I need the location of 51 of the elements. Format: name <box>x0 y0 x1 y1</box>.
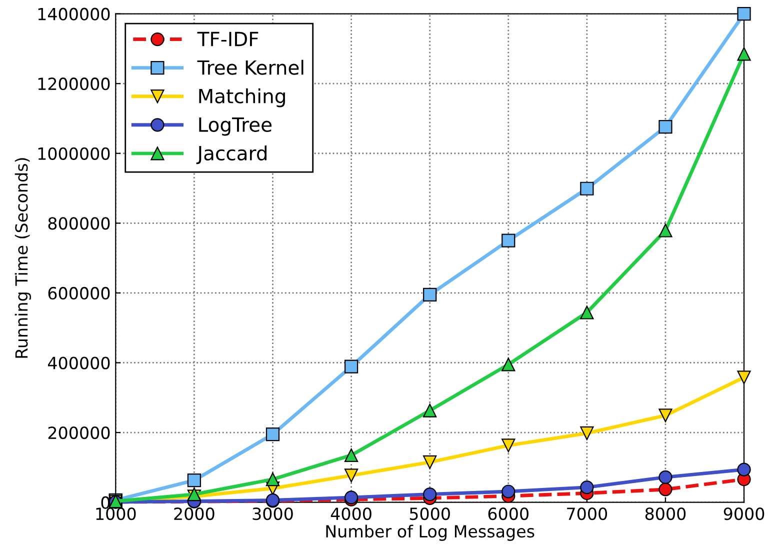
x-tick-label: 3000 <box>252 507 293 520</box>
point <box>344 448 358 462</box>
x-tick-label: 8000 <box>645 507 686 520</box>
x-tick-label: 7000 <box>567 507 608 520</box>
point <box>658 482 672 496</box>
legend-label: Jaccard <box>196 145 266 164</box>
y-tick-label: 400000 <box>48 356 110 370</box>
point <box>737 6 751 21</box>
point <box>658 470 672 484</box>
point <box>502 358 516 372</box>
legend-label: Tree Kernel <box>197 60 304 75</box>
legend-label: TF-IDF <box>197 32 258 46</box>
y-tick-label: 1000000 <box>38 147 110 160</box>
legend-label: LogTree <box>199 118 272 136</box>
y-tick-label: 200000 <box>48 426 110 440</box>
point <box>344 468 358 482</box>
point <box>737 462 751 476</box>
y-tick-label: 600000 <box>48 286 110 300</box>
x-tick-label: 6000 <box>488 507 528 520</box>
x-tick-label: 2000 <box>174 507 214 520</box>
point <box>266 472 280 486</box>
point <box>658 408 672 422</box>
point <box>266 427 280 442</box>
x-axis-title: Number of Log Messages <box>326 524 534 541</box>
y-tick-label: 1400000 <box>38 8 110 20</box>
point <box>580 182 594 196</box>
y-axis-title: Running Time (Seconds) <box>14 158 32 358</box>
point <box>187 487 201 502</box>
point <box>423 288 437 302</box>
x-tick-label: 4000 <box>330 507 372 520</box>
point <box>658 224 672 238</box>
point <box>580 426 594 440</box>
point <box>423 404 437 418</box>
y-tick-label: 800000 <box>48 217 110 230</box>
x-tick-label: 1000 <box>96 507 136 520</box>
point <box>344 360 358 374</box>
point <box>502 234 516 248</box>
legend-label: Matching <box>199 88 285 108</box>
point <box>580 480 594 494</box>
point <box>502 484 516 498</box>
point <box>580 306 594 320</box>
point <box>423 455 437 469</box>
x-tick-label: 5000 <box>410 507 450 520</box>
x-tick-label: 9000 <box>724 507 764 520</box>
point <box>423 487 437 502</box>
point <box>187 474 201 488</box>
point <box>737 370 751 384</box>
y-tick-label: 1200000 <box>38 78 110 90</box>
point <box>737 47 751 61</box>
point <box>658 120 672 134</box>
point <box>502 438 516 452</box>
